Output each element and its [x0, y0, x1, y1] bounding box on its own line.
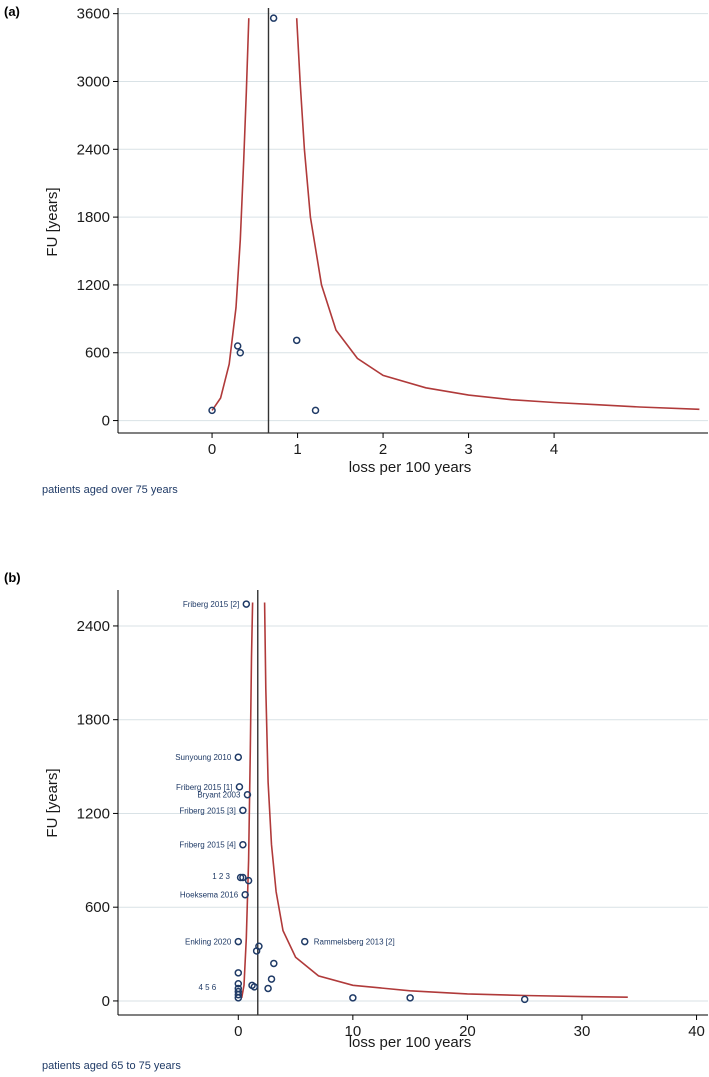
x-axis-title-a: loss per 100 years: [349, 459, 472, 476]
y-tick-label-a-0: 0: [102, 413, 110, 430]
point-a-5: [311, 406, 320, 415]
point-a-3: [269, 14, 278, 22]
point-a-0: [208, 406, 216, 415]
point-b-24: [234, 994, 243, 1002]
y-axis-title-b: FU [years]: [44, 768, 61, 837]
funnel-right-b: [263, 602, 628, 998]
point-label-b-0: Friberg 2015 [2]: [183, 600, 239, 609]
point-b-26: [406, 994, 414, 1002]
axes-b: 0 600 1200 1800 2400 0 10 20 30 40: [77, 590, 708, 1040]
note-a: patients aged over 75 years: [42, 484, 178, 496]
point-label-b-5: Friberg 2015 [4]: [179, 841, 235, 850]
point-b-19: [250, 983, 259, 991]
point-a-2: [236, 348, 245, 357]
point-label-b-3: Bryant 2003: [197, 791, 241, 800]
point-b-13: [252, 947, 261, 955]
grid-a: [118, 13, 708, 422]
panel-label-b: (b): [4, 570, 21, 585]
point-b-7: [239, 873, 247, 882]
point-b-8: [244, 876, 253, 885]
point-label-b-2: Friberg 2015 [1]: [176, 783, 232, 792]
group-label-b-0: 1 2 3: [212, 872, 230, 881]
y-tick-label-b-2400: 2400: [77, 618, 110, 635]
point-b-11: [300, 937, 309, 946]
y-tick-label-b-1800: 1800: [77, 712, 110, 729]
funnel-right-a: [295, 18, 700, 411]
x-tick-label-a-4: 4: [550, 441, 558, 458]
x-tick-label-b-20: 20: [459, 1023, 476, 1040]
note-b: patients aged 65 to 75 years: [42, 1060, 181, 1072]
point-b-2: [235, 783, 244, 791]
point-b-21: [264, 984, 272, 993]
y-tick-label-a-2400: 2400: [77, 141, 110, 158]
y-tick-label-a-3600: 3600: [77, 6, 110, 23]
panel-a: (a) 0 600 1200 1800 2400 3000 3600 0 1 2 3 4 loss p…: [4, 4, 708, 496]
point-b-15: [234, 969, 243, 977]
panel-b: (b) 0 600 1200 1800 2400 0 10 20 30 40 Friberg 20…: [4, 570, 708, 1072]
panel-label-a: (a): [4, 4, 20, 19]
x-tick-label-b-0: 0: [234, 1023, 242, 1040]
point-b-4: [239, 806, 247, 815]
point-b-3: [243, 790, 252, 799]
x-tick-label-b-30: 30: [574, 1023, 591, 1040]
x-tick-label-a-1: 1: [293, 441, 301, 458]
point-label-b-1: Sunyoung 2010: [175, 753, 232, 762]
point-label-b-4: Friberg 2015 [3]: [179, 806, 235, 815]
point-b-9: [241, 890, 249, 899]
group-label-b-1: 4 5 6: [198, 983, 216, 992]
funnel-left-b: [240, 602, 254, 998]
x-tick-label-a-3: 3: [464, 441, 472, 458]
point-b-25: [349, 994, 357, 1002]
y-tick-label-b-0: 0: [102, 993, 110, 1010]
funnel-left-a: [211, 18, 250, 411]
point-b-0: [242, 600, 251, 608]
x-axis-title-b: loss per 100 years: [349, 1034, 472, 1051]
y-tick-label-b-600: 600: [85, 899, 110, 916]
point-b-23: [234, 990, 243, 999]
point-b-5: [239, 840, 247, 849]
x-tick-label-b-10: 10: [345, 1023, 362, 1040]
x-tick-label-a-0: 0: [208, 441, 216, 458]
y-tick-label-a-3000: 3000: [77, 73, 110, 90]
point-b-6: [236, 873, 245, 882]
grid-b: [118, 625, 708, 1002]
x-tick-label-a-2: 2: [379, 441, 387, 458]
point-b-10: [234, 937, 243, 946]
y-tick-label-b-1200: 1200: [77, 805, 110, 822]
point-label-b-11: Rammelsberg 2013 [2]: [314, 938, 395, 947]
y-tick-label-a-1200: 1200: [77, 277, 110, 294]
y-tick-label-a-600: 600: [85, 345, 110, 362]
point-a-4: [292, 336, 301, 345]
point-b-16: [267, 975, 276, 983]
point-label-b-10: Enkling 2020: [185, 938, 232, 947]
point-b-27: [520, 995, 529, 1004]
point-b-1: [234, 753, 243, 761]
x-tick-label-b-40: 40: [688, 1023, 705, 1040]
point-b-14: [270, 959, 278, 968]
point-b-17: [234, 980, 243, 988]
point-label-b-9: Hoeksema 2016: [180, 891, 239, 900]
y-tick-label-a-1800: 1800: [77, 209, 110, 226]
marks-a: [208, 8, 700, 433]
axes-a: 0 600 1200 1800 2400 3000 3600 0 1 2 3 4: [77, 6, 708, 458]
point-a-1: [233, 342, 242, 350]
y-axis-title-a: FU [years]: [44, 187, 61, 256]
marks-b: Friberg 2015 [2] Sunyoung 2010 Friberg 201…: [175, 590, 628, 1015]
